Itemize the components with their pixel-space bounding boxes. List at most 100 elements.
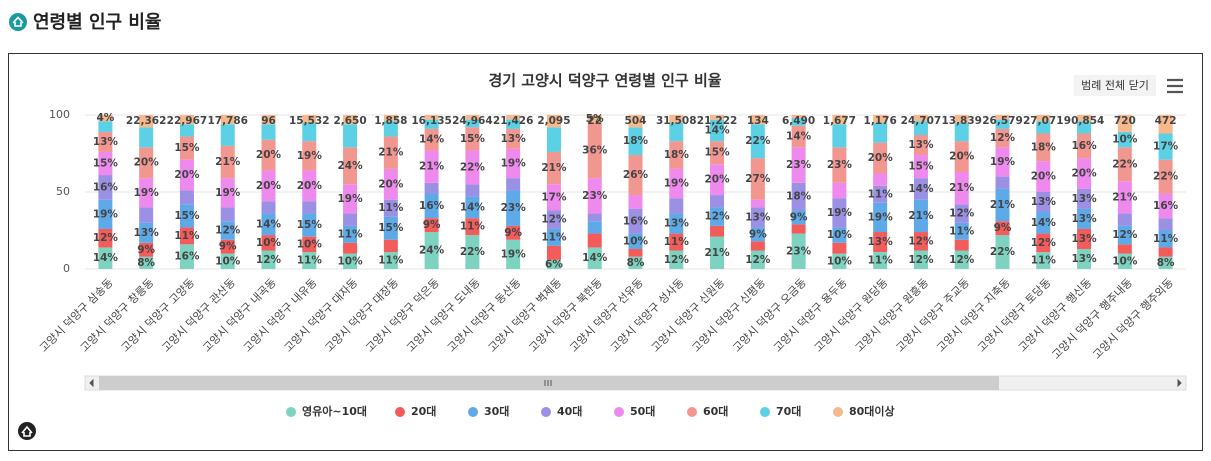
data-label: 13% [745,211,771,223]
bar-segment [139,178,154,208]
bar-segment [261,170,276,202]
data-label: 19% [990,156,1016,168]
legend-label: 50대 [630,404,655,418]
data-label: 21% [990,199,1016,211]
bar-segment [587,178,602,214]
bar-segment [506,178,521,191]
legend-label: 80대이상 [849,404,895,418]
bar-segment [791,224,806,234]
data-label: 12% [908,254,934,266]
data-label: 9% [790,211,808,223]
bar-segment [424,193,439,219]
data-label: 10% [827,255,853,267]
bar-segment [343,124,358,148]
data-label: 15% [460,133,486,145]
legend-toggle-label[interactable]: 범례 전체 닫기 [1081,79,1149,92]
data-label: 22% [1153,171,1179,183]
bar-segment [383,216,398,240]
bar-segment [710,164,725,196]
bar-segment [995,115,1010,120]
bar-segment [913,135,928,156]
bar-segment [995,119,1010,129]
data-label: 11% [378,255,404,267]
bar-segment [995,176,1010,189]
data-label: 14% [908,183,934,195]
bar-segment [546,245,561,260]
menu-icon[interactable] [1167,78,1183,94]
bar-segment [954,141,969,172]
data-label: 20% [949,151,975,163]
data-label: 20% [378,178,404,190]
data-label: 12% [664,254,690,266]
data-label: 12% [1112,229,1138,241]
bar-segment [220,124,235,146]
bar-segment [343,213,358,226]
data-label: 19% [501,158,527,170]
bar-segment [913,121,928,136]
bar-segment [1077,228,1092,249]
data-label: 23% [501,202,527,214]
bar-segment [220,221,235,240]
bar-segment [1117,131,1132,148]
bar-segment [139,242,154,257]
total-label: 21,426 [493,115,534,127]
bar-segment [343,115,358,125]
bar-segment [506,119,521,129]
data-label: 10% [297,238,323,250]
bar-segment [506,128,521,149]
bar-segment [710,207,725,226]
bar-segment [139,147,154,179]
bar-segment [1077,188,1092,209]
bar-segment [628,155,643,196]
bar-segment [995,128,1010,148]
legend-label: 30대 [484,404,509,418]
bar-segment [383,252,398,269]
scrollbar-arrows[interactable] [89,378,1182,388]
data-label: 11% [868,188,894,200]
legend-toggle-button[interactable] [1074,75,1156,96]
bar-segment [220,207,235,222]
bar-segment [261,250,276,269]
data-label: 15% [704,147,730,159]
bar-segment [832,198,847,228]
bar-segment [1117,244,1132,254]
data-label: 12% [1031,237,1057,249]
bar-segment [179,159,194,191]
bar-segment [1158,159,1173,194]
data-label: 13% [1071,193,1097,205]
legend-label: 20대 [411,404,436,418]
header-icon [9,13,27,31]
data-label: 15% [93,158,119,170]
data-label: 14% [256,218,282,230]
data-label: 13% [134,227,160,239]
scrollbar-thumb[interactable] [99,376,999,390]
bar-segment [995,221,1010,236]
data-label: 21% [541,162,567,174]
bar-segment [261,115,276,125]
bar-segment [179,244,194,269]
data-label: 15% [174,142,200,154]
data-label: 19% [501,248,527,260]
bar-segment [1158,193,1173,219]
bar-segment [1158,256,1173,269]
data-label: 18% [623,135,649,147]
bar-segment [628,256,643,269]
bar-segment [669,115,684,123]
total-label: 22,967 [167,115,208,127]
data-label: 10% [1112,134,1138,146]
data-label: 9% [994,222,1012,234]
legend-label: 70대 [776,404,801,418]
bar-segment [710,195,725,208]
bar-segment [587,122,602,179]
bar-segment [383,115,398,122]
bar-segment [179,115,194,125]
bar-segment [873,142,888,174]
bar-segment [1158,247,1173,257]
bar-segment [1036,121,1051,134]
total-label: 22 [587,115,602,127]
bar-segment [1117,115,1132,132]
data-label: 11% [297,255,323,267]
bar-segment [302,122,317,142]
bar-segment [506,225,521,240]
data-label: 11% [460,221,486,233]
